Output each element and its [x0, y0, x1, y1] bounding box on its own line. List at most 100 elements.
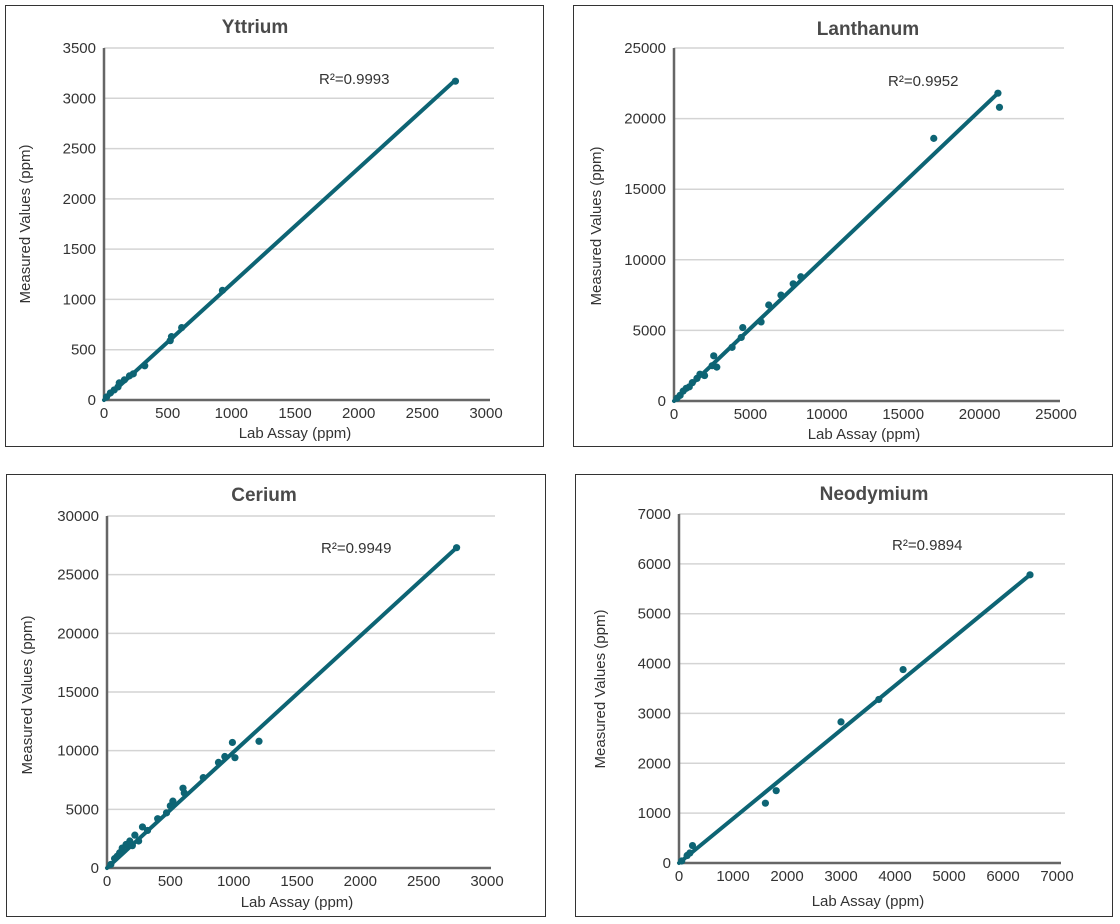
y-tick-label: 6000	[638, 556, 671, 573]
x-tick-label: 3000	[469, 405, 502, 422]
axes	[102, 48, 490, 402]
y-tick-label: 30000	[57, 508, 99, 525]
data-point	[135, 837, 143, 845]
axes	[677, 514, 1061, 865]
y-tick-label: 10000	[624, 252, 666, 269]
data-point	[138, 823, 147, 831]
x-tick-label: 20000	[959, 406, 1001, 423]
chart-title: Lanthanum	[817, 19, 919, 40]
y-tick-label: 20000	[57, 625, 99, 642]
axes	[672, 48, 1060, 403]
y-tick-label: 15000	[57, 684, 99, 701]
x-tick-label: 2000	[770, 868, 803, 885]
y-tick-label: 0	[663, 855, 671, 872]
data-point	[757, 318, 765, 326]
data-point	[837, 718, 845, 726]
data-point	[141, 362, 149, 370]
y-tick-label: 3000	[63, 90, 96, 107]
y-tick-label: 25000	[624, 40, 666, 57]
data-point	[772, 787, 780, 795]
data-point	[107, 860, 115, 869]
y-axis-label: Measured Values (ppm)	[592, 610, 609, 769]
data-point	[994, 89, 1002, 97]
x-axis-label: Lab Assay (ppm)	[812, 893, 925, 910]
gridlines	[107, 515, 495, 811]
neodymium-chart: Neodymium 01000200030004000500060007000 …	[592, 484, 1074, 910]
cerium-chart: Cerium 0 5000 10000 15000 20000 25000 30000 0 5…	[19, 485, 504, 911]
gridlines	[674, 47, 1064, 332]
x-axis-ticks: 0 1000 2000 3000 4000 5000 6000 7000	[675, 868, 1074, 885]
data-point	[1026, 571, 1034, 579]
x-tick-label: 500	[158, 873, 183, 890]
data-point	[875, 695, 883, 704]
chart-title: Yttrium	[222, 17, 289, 38]
data-point	[789, 280, 797, 288]
neodymium-chart-panel: Neodymium 0 1000 2000 3000 4000 5000 6000 7000 …	[575, 474, 1113, 917]
data-point	[162, 809, 171, 817]
data-point	[143, 826, 152, 835]
x-tick-label: 500	[155, 405, 180, 422]
trendline	[672, 91, 1000, 403]
data-point	[167, 333, 176, 341]
y-axis-label: Measured Values (ppm)	[17, 145, 34, 304]
lanthanum-chart-panel: Lanthanum 0 5000 10000 15000 20000 25000 0 500…	[573, 5, 1113, 447]
data-point	[231, 754, 239, 762]
x-tick-label: 1000	[716, 868, 749, 885]
y-tick-label: 0	[91, 860, 99, 877]
x-tick-label: 2000	[342, 405, 375, 422]
x-tick-label: 2000	[344, 873, 377, 890]
data-point	[700, 371, 709, 380]
chart-title: Cerium	[231, 485, 296, 506]
data-point	[131, 831, 139, 839]
y-axis-ticks: 0 1000 2000 3000 4000 5000 6000 7000	[638, 506, 671, 872]
y-tick-label: 4000	[638, 656, 671, 673]
data-point	[255, 737, 263, 745]
data-point	[218, 286, 227, 294]
y-tick-label: 7000	[638, 506, 671, 523]
y-axis-ticks: 0 5000 10000 15000 20000 25000 30000	[57, 508, 99, 877]
y-tick-label: 2000	[638, 755, 671, 772]
data-point	[710, 352, 718, 360]
data-point	[765, 301, 773, 309]
y-axis-ticks: 0 500 1000 1500 2000 2500 3000 3500	[63, 40, 96, 409]
yttrium-chart: Yttrium 0 500 1000 1500 2000 2500 3000 3500 0 50…	[17, 17, 503, 442]
data-points	[102, 77, 460, 401]
x-tick-label: 1000	[217, 873, 250, 890]
y-tick-label: 0	[658, 393, 666, 410]
y-tick-label: 2000	[63, 191, 96, 208]
trendline	[677, 572, 1032, 865]
x-axis-label: Lab Assay (ppm)	[239, 425, 352, 442]
data-point	[154, 815, 162, 823]
r-squared-annotation: R²=0.9949	[321, 540, 391, 557]
data-points	[678, 571, 1034, 865]
data-point	[221, 752, 229, 761]
x-tick-label: 25000	[1035, 406, 1077, 423]
trendline	[102, 79, 457, 402]
data-point	[688, 841, 697, 850]
y-tick-label: 20000	[624, 111, 666, 128]
x-tick-label: 10000	[806, 406, 848, 423]
y-tick-label: 3500	[63, 40, 96, 57]
data-point	[995, 103, 1004, 111]
x-tick-label: 2500	[406, 405, 439, 422]
data-point	[453, 544, 461, 552]
x-tick-label: 1000	[215, 405, 248, 422]
x-axis-ticks: 0 500 1000 1500 2000 2500 3000	[100, 405, 503, 422]
r-squared-annotation: R²=0.9993	[319, 71, 389, 88]
y-tick-label: 10000	[57, 743, 99, 760]
x-axis-ticks: 0 5000 10000 15000 20000 25000	[670, 406, 1077, 423]
y-tick-label: 1500	[63, 241, 96, 258]
data-point	[777, 291, 785, 299]
x-tick-label: 0	[670, 406, 678, 423]
data-point	[128, 842, 136, 850]
x-axis-ticks: 0 500 1000 1500 2000 2500 3000	[103, 873, 504, 890]
yttrium-chart-panel: Yttrium 0 500 1000 1500 2000 2500 3000 3500 0 50…	[5, 5, 544, 447]
y-tick-label: 500	[71, 342, 96, 359]
data-point	[797, 273, 805, 281]
y-tick-label: 5000	[638, 606, 671, 623]
data-point	[169, 797, 177, 805]
r-squared-annotation: R²=0.9952	[888, 73, 958, 90]
data-point	[899, 665, 907, 674]
x-axis-label: Lab Assay (ppm)	[241, 894, 354, 911]
data-point	[728, 343, 736, 351]
